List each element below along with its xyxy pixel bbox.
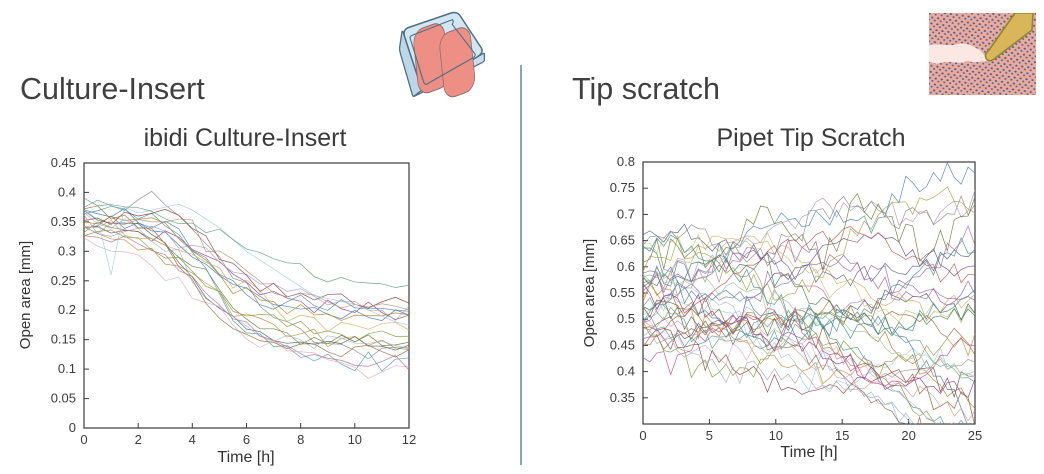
svg-text:25: 25 [968, 428, 982, 443]
svg-text:0.2: 0.2 [58, 302, 76, 317]
svg-text:0.4: 0.4 [58, 184, 76, 199]
svg-text:2: 2 [135, 432, 142, 447]
svg-text:0.55: 0.55 [610, 285, 635, 300]
svg-text:0.5: 0.5 [617, 311, 635, 326]
svg-text:20: 20 [901, 428, 915, 443]
svg-text:0: 0 [69, 420, 76, 435]
svg-text:Open area [mm]: Open area [mm] [581, 239, 598, 347]
svg-text:15: 15 [835, 428, 849, 443]
svg-text:4: 4 [189, 432, 196, 447]
svg-text:8: 8 [297, 432, 304, 447]
svg-text:12: 12 [402, 432, 416, 447]
svg-text:0.1: 0.1 [58, 361, 76, 376]
svg-text:0.25: 0.25 [51, 273, 76, 288]
svg-text:0.35: 0.35 [610, 390, 635, 405]
svg-text:0.15: 0.15 [51, 332, 76, 347]
svg-text:0: 0 [80, 432, 87, 447]
svg-text:Time [h]: Time [h] [217, 449, 274, 466]
svg-text:Open area [mm]: Open area [mm] [17, 241, 34, 349]
svg-text:10: 10 [348, 432, 362, 447]
svg-text:0.6: 0.6 [617, 259, 635, 274]
svg-text:10: 10 [769, 428, 783, 443]
svg-text:0.45: 0.45 [610, 337, 635, 352]
svg-text:0.8: 0.8 [617, 154, 635, 169]
svg-text:0.75: 0.75 [610, 180, 635, 195]
svg-text:0.7: 0.7 [617, 206, 635, 221]
svg-text:Time [h]: Time [h] [780, 444, 837, 461]
svg-text:0.3: 0.3 [58, 243, 76, 258]
svg-text:0.4: 0.4 [617, 364, 635, 379]
svg-text:6: 6 [243, 432, 250, 447]
svg-text:0: 0 [639, 428, 646, 443]
svg-text:0.35: 0.35 [51, 214, 76, 229]
svg-text:0.65: 0.65 [610, 233, 635, 248]
svg-text:5: 5 [706, 428, 713, 443]
svg-text:0.45: 0.45 [51, 155, 76, 170]
svg-text:0.05: 0.05 [51, 391, 76, 406]
